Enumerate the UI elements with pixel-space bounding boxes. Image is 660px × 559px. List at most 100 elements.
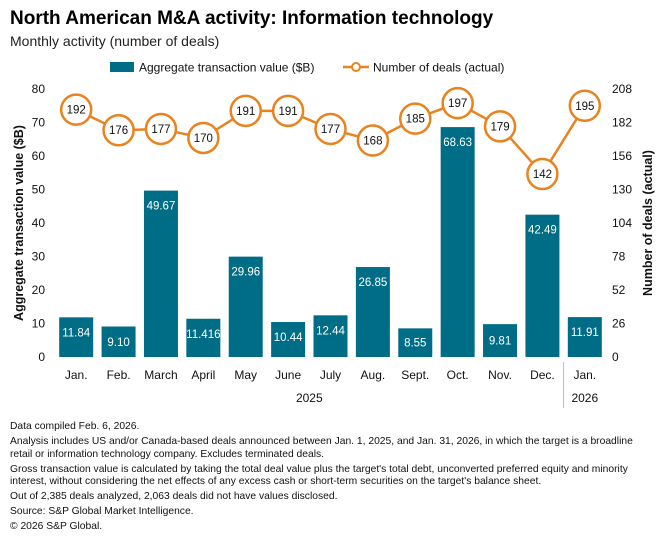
- note-source: Source: S&P Global Market Intelligence.: [10, 506, 194, 517]
- y-left-tick-label: 0: [38, 350, 45, 364]
- bar-value-label: 10.44: [274, 332, 303, 344]
- deals-value-label: 195: [575, 101, 594, 113]
- bar-value-label: 9.81: [489, 336, 511, 348]
- y-right-tick-label: 26: [612, 317, 626, 331]
- deals-value-label: 176: [109, 125, 128, 137]
- note-copyright: © 2026 S&P Global.: [10, 521, 103, 532]
- combo-chart: Aggregate transaction value ($B) Number o…: [12, 61, 655, 408]
- y-right-tick-label: 156: [612, 149, 632, 163]
- bar-10: [483, 324, 518, 357]
- y-right-tick-label: 208: [612, 82, 632, 96]
- bar-value-label: 49.67: [147, 201, 176, 213]
- deals-value-label: 191: [279, 106, 298, 118]
- note-deal-count: Out of 2,385 deals analyzed, 2,063 deals…: [10, 491, 338, 502]
- bar-value-label: 29.96: [231, 267, 260, 279]
- y-right-axis-title: Number of deals (actual): [641, 150, 655, 296]
- deals-value-label: 192: [67, 105, 86, 117]
- y-left-tick-label: 40: [32, 216, 46, 230]
- deals-marker-5: [271, 94, 305, 128]
- bar-value-label: 9.10: [107, 337, 129, 349]
- y-left-tick-label: 60: [32, 149, 46, 163]
- deals-marker-9: [441, 86, 474, 120]
- deals-marker-7: [356, 124, 390, 157]
- chart-notes: Data compiled Feb. 6, 2026. Analysis inc…: [10, 421, 650, 536]
- x-tick-label: March: [144, 368, 177, 382]
- x-tick-label: Feb.: [107, 368, 131, 382]
- bar-7: [355, 267, 390, 357]
- deals-value-label: 185: [406, 114, 425, 126]
- note-analysis: Analysis includes US and/or Canada-based…: [10, 436, 633, 460]
- deals-marker-12: [568, 89, 602, 122]
- chart-title: North American M&A activity: Information…: [10, 8, 494, 29]
- y-left-tick-label: 50: [32, 183, 46, 197]
- y-left-tick-label: 20: [32, 283, 46, 297]
- bar-value-label: 11.91: [571, 327, 599, 339]
- legend-line-label: Number of deals (actual): [373, 61, 504, 75]
- deals-marker-4: [229, 94, 262, 128]
- deals-value-label: 168: [363, 136, 382, 148]
- x-tick-label: Aug.: [361, 368, 386, 382]
- deals-marker-3: [187, 121, 220, 155]
- bar-8: [398, 328, 433, 357]
- y-right-tick-label: 78: [612, 250, 626, 264]
- bar-12: [567, 317, 602, 357]
- bar-value-label: 8.55: [404, 338, 426, 350]
- bar-5: [271, 322, 306, 357]
- bar-2: [143, 190, 178, 357]
- chart-subtitle: Monthly activity (number of deals): [10, 33, 220, 49]
- deals-marker-2: [144, 112, 178, 146]
- deals-value-label: 142: [533, 169, 552, 181]
- x-tick-label: Oct.: [447, 368, 469, 382]
- deals-value-label: 191: [236, 106, 255, 118]
- x-tick-label: Nov.: [488, 368, 512, 382]
- x-tick-label: Dec.: [530, 368, 555, 382]
- bar-0: [59, 317, 94, 357]
- bar-1: [101, 326, 136, 357]
- bar-3: [186, 318, 221, 357]
- deals-value-label: 170: [194, 133, 213, 145]
- x-tick-label: June: [275, 368, 301, 382]
- deals-marker-8: [399, 102, 432, 135]
- y-left-tick-label: 80: [32, 82, 46, 96]
- deals-marker-0: [59, 93, 93, 126]
- y-left-tick-label: 10: [32, 317, 46, 331]
- x-tick-label: Jan.: [65, 368, 88, 382]
- deals-value-label: 197: [448, 98, 467, 110]
- bar-value-label: 26.85: [358, 277, 387, 289]
- note-gross-value: Gross transaction value is calculated by…: [10, 463, 628, 488]
- deals-value-label: 177: [321, 124, 340, 136]
- bar-value-label: 12.44: [316, 325, 345, 337]
- bar-9: [440, 127, 475, 357]
- y-right-tick-label: 0: [612, 350, 619, 364]
- y-right-tick-label: 130: [612, 183, 632, 197]
- bar-value-label: 11.416: [186, 329, 220, 341]
- x-tick-label: May: [234, 368, 257, 382]
- x-tick-label: April: [191, 368, 215, 382]
- x-tick-label: Sept.: [401, 368, 429, 382]
- deals-marker-1: [102, 113, 135, 147]
- y-right-tick-label: 182: [612, 116, 632, 130]
- legend-bar-swatch: [110, 62, 134, 72]
- bar-value-label: 11.84: [62, 327, 91, 339]
- deals-marker-6: [314, 112, 347, 146]
- y-right-tick-label: 52: [612, 283, 626, 297]
- deals-marker-11: [526, 157, 559, 191]
- deals-value-label: 179: [490, 121, 509, 133]
- bar-11: [525, 214, 560, 357]
- note-compiled: Data compiled Feb. 6, 2026.: [10, 421, 140, 432]
- bar-value-label: 68.63: [443, 137, 472, 149]
- deals-value-label: 177: [151, 124, 170, 136]
- y-left-tick-label: 30: [32, 250, 46, 264]
- y-right-tick-label: 104: [612, 216, 632, 230]
- year-group-label: 2025: [296, 391, 323, 405]
- y-left-axis-title: Aggregate transaction value ($B): [12, 125, 26, 321]
- year-group-label: 2026: [571, 391, 598, 405]
- x-tick-label: July: [320, 368, 341, 382]
- legend-line-marker: [351, 62, 361, 72]
- x-tick-label: Jan.: [573, 368, 596, 382]
- bar-6: [313, 315, 348, 357]
- legend-bar-label: Aggregate transaction value ($B): [139, 61, 314, 75]
- y-left-tick-label: 70: [32, 116, 46, 130]
- bar-4: [228, 256, 263, 357]
- bar-value-label: 42.49: [528, 225, 557, 237]
